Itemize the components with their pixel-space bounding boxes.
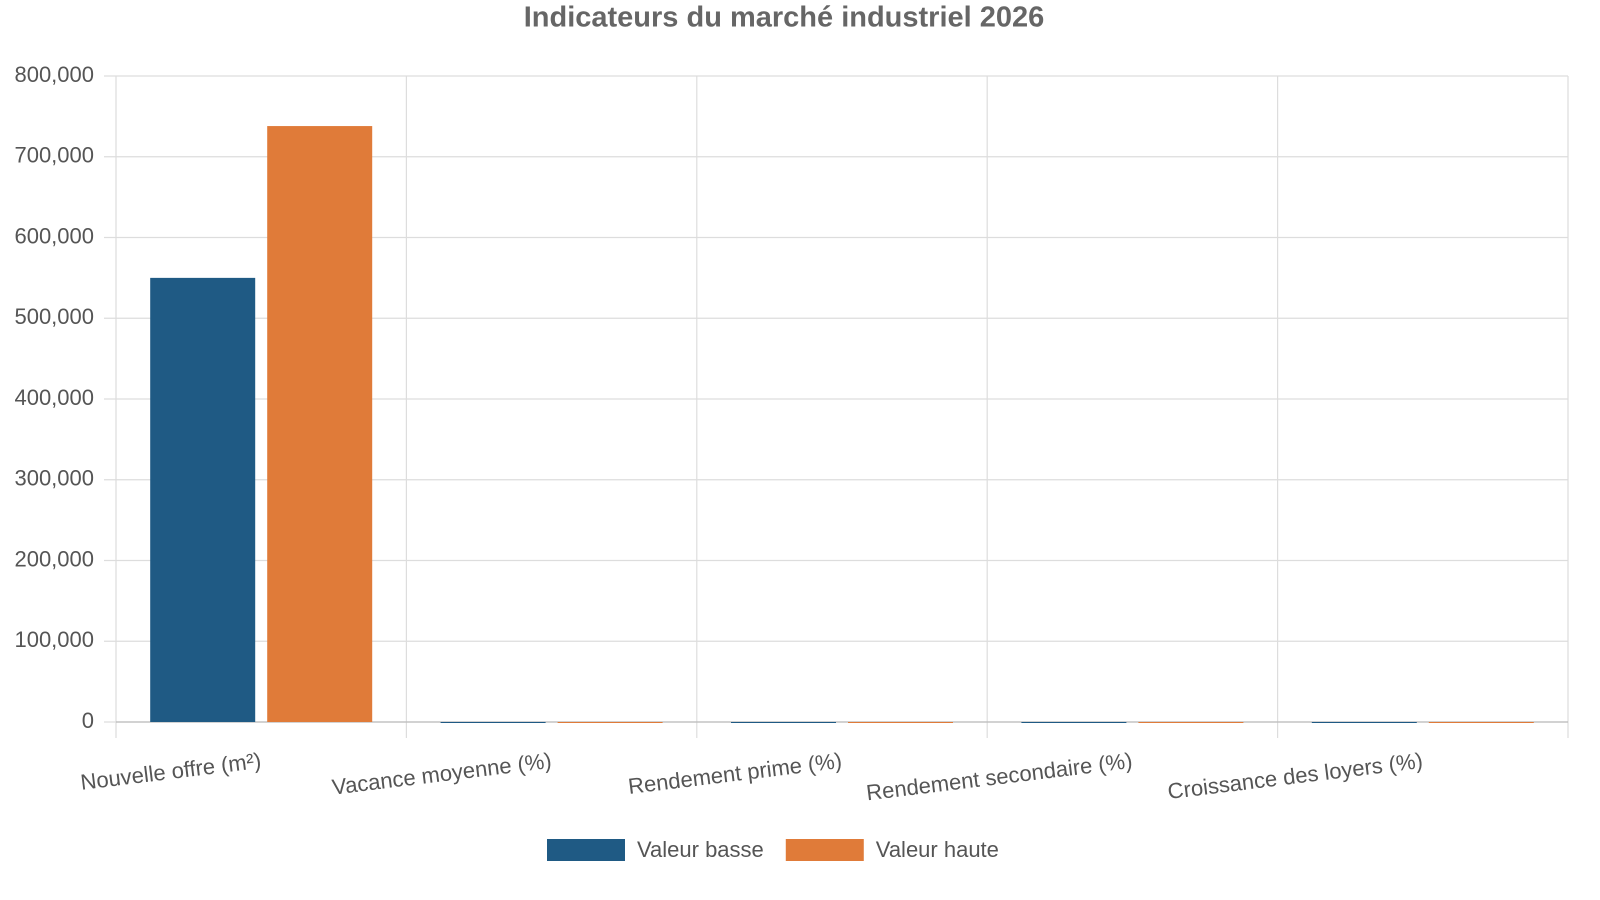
legend-label: Valeur haute <box>876 837 999 862</box>
bar <box>1138 721 1244 723</box>
x-tick-label: Nouvelle offre (m²) <box>79 748 262 795</box>
bar <box>848 721 953 723</box>
bar <box>1428 721 1534 723</box>
legend-swatch <box>547 839 625 861</box>
bar <box>440 721 546 723</box>
y-tick-label: 800,000 <box>14 62 94 87</box>
legend-swatch <box>785 839 864 861</box>
y-tick-label: 600,000 <box>14 223 94 248</box>
bar <box>1021 721 1127 723</box>
bar <box>557 721 663 723</box>
y-tick-label: 200,000 <box>14 546 94 571</box>
y-tick-label: 300,000 <box>14 466 94 491</box>
x-tick-label: Rendement prime (%) <box>627 748 844 799</box>
x-tick-label: Rendement secondaire (%) <box>865 748 1134 805</box>
y-tick-label: 100,000 <box>14 627 94 652</box>
y-tick-label: 400,000 <box>14 385 94 410</box>
bar <box>731 721 836 723</box>
y-tick-label: 700,000 <box>14 143 94 168</box>
x-tick-label: Vacance moyenne (%) <box>331 748 553 800</box>
x-tick-label: Croissance des loyers (%) <box>1166 748 1424 804</box>
y-tick-label: 500,000 <box>14 304 94 329</box>
bar <box>1311 721 1417 723</box>
bar <box>267 126 373 722</box>
legend-label: Valeur basse <box>637 837 764 862</box>
y-tick-label: 0 <box>82 708 94 733</box>
chart-title: Indicateurs du marché industriel 2026 <box>524 2 1045 34</box>
bar <box>150 277 256 722</box>
